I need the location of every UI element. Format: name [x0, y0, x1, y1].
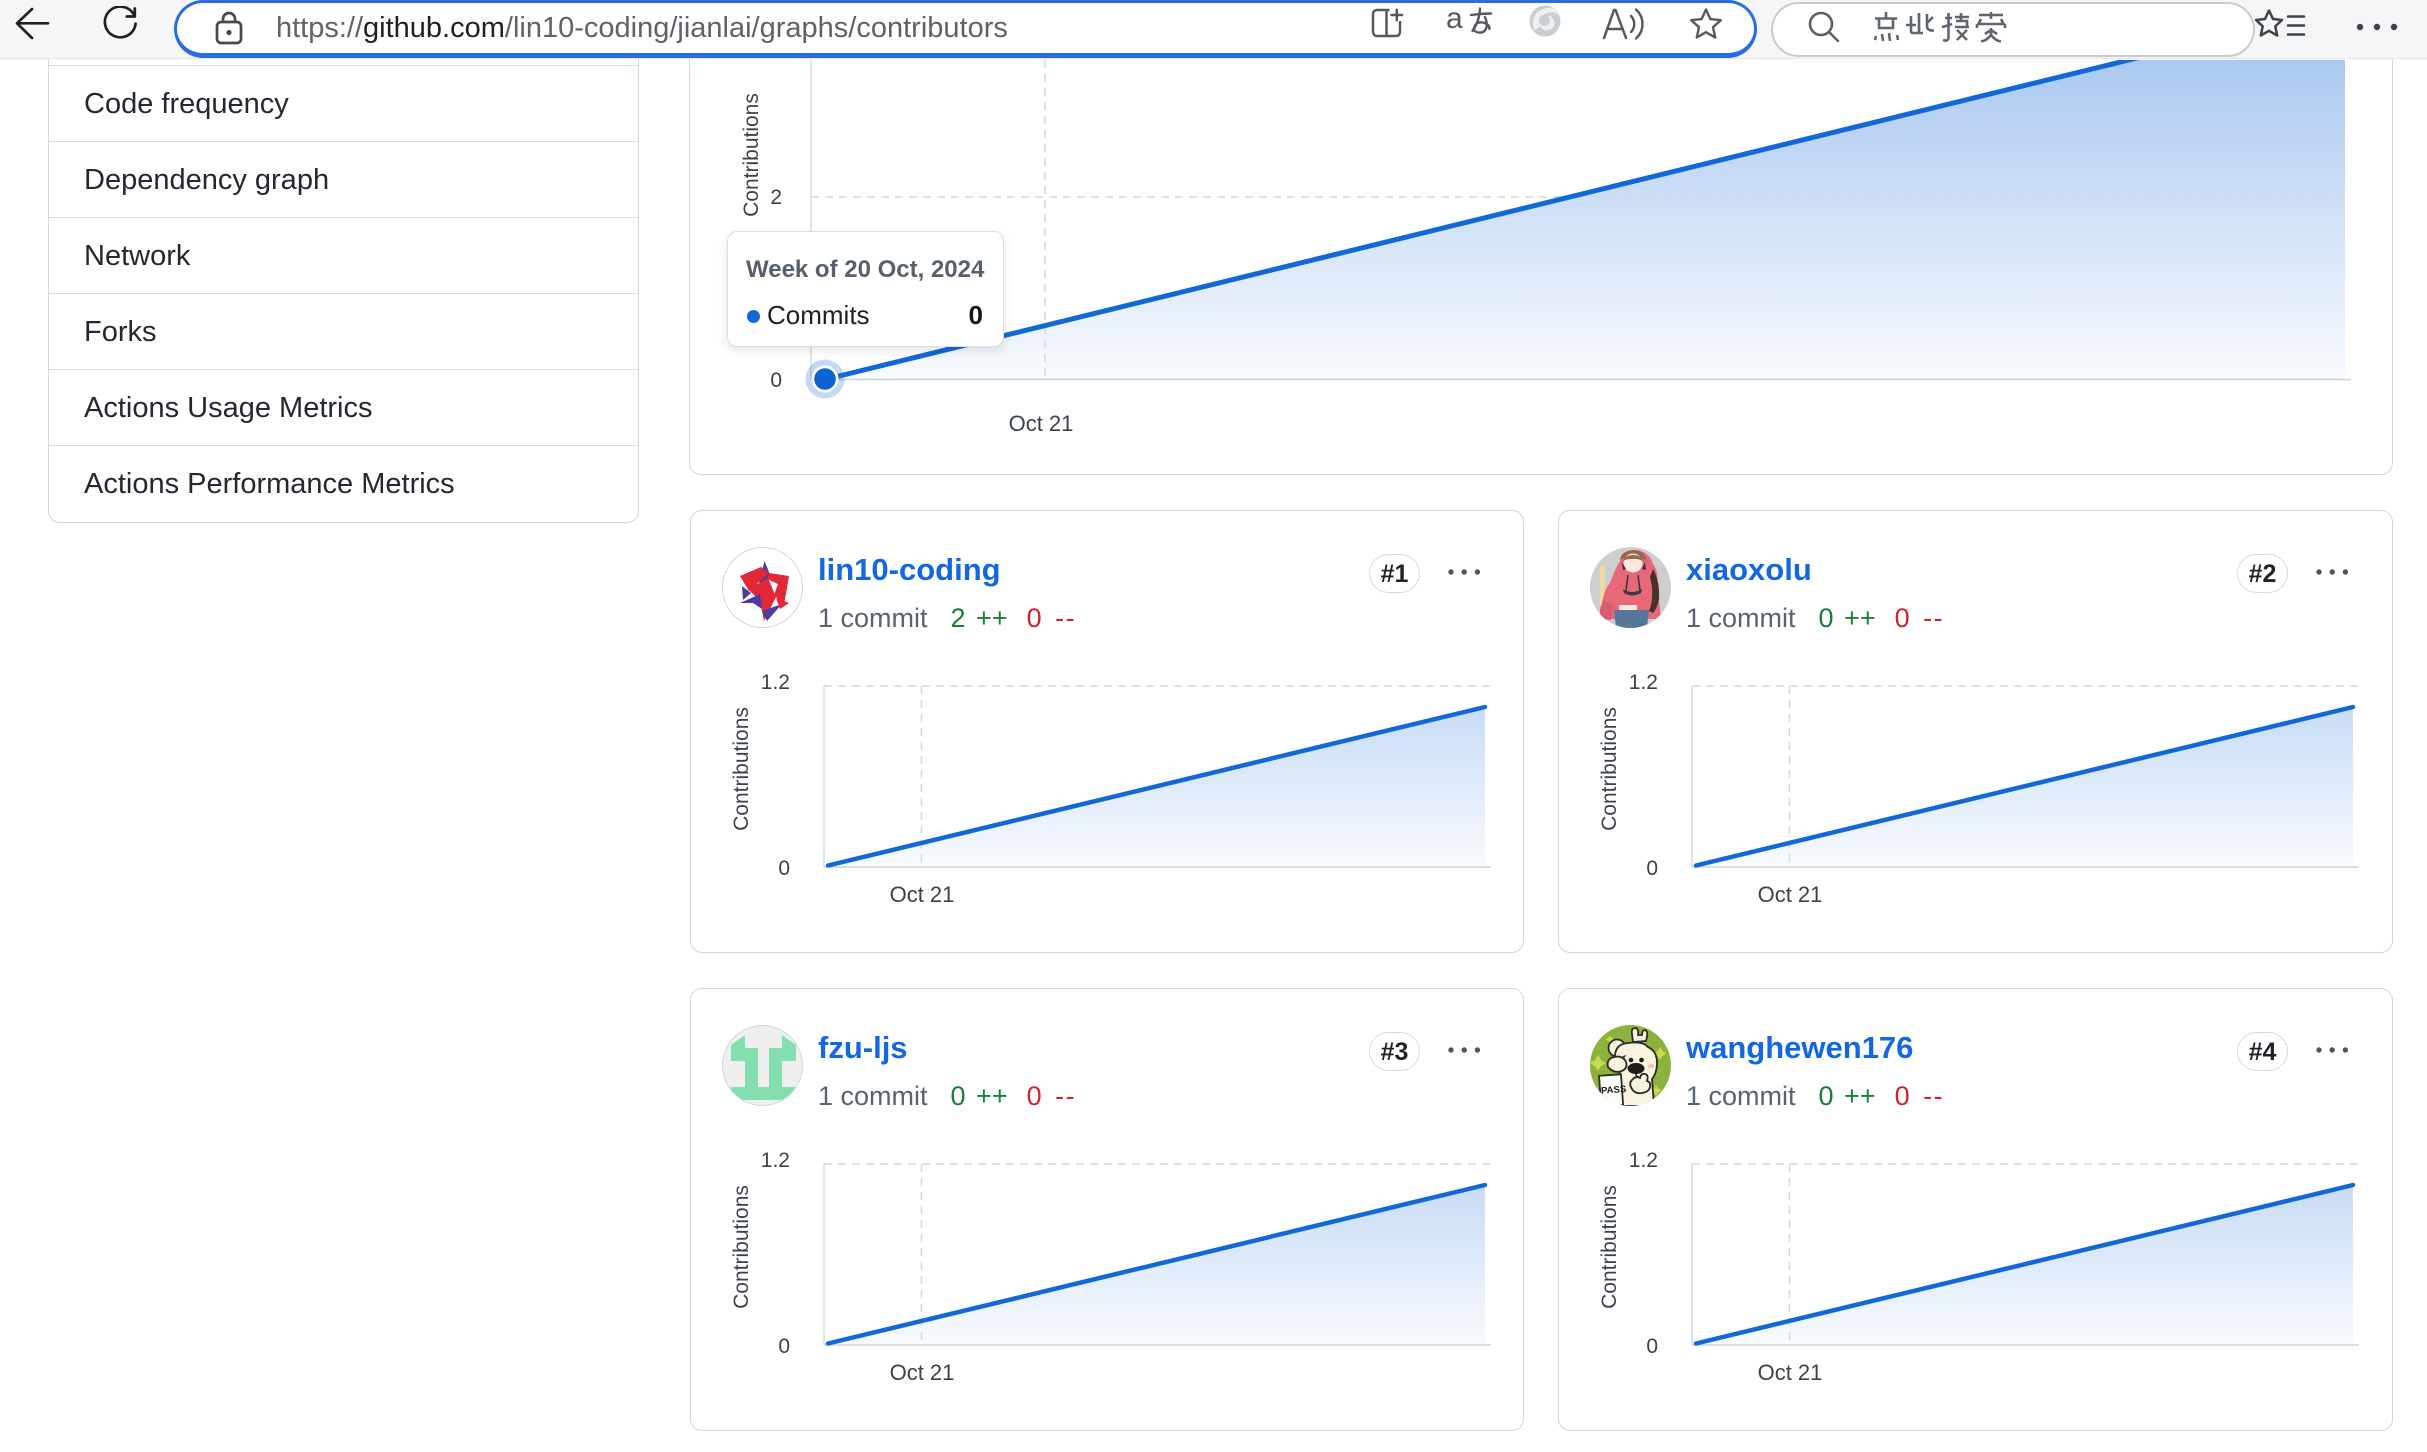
svg-text:Oct 21: Oct 21	[890, 882, 955, 907]
svg-text:2: 2	[770, 186, 782, 209]
svg-text:PASS: PASS	[1601, 1084, 1627, 1097]
svg-text:Contributions: Contributions	[1598, 1185, 1621, 1309]
svg-text:Oct 21: Oct 21	[1758, 1360, 1823, 1385]
svg-text:Contributions: Contributions	[1598, 707, 1621, 831]
svg-text:Oct 21: Oct 21	[1009, 411, 1074, 436]
svg-text:0: 0	[770, 369, 782, 392]
svg-text:1.2: 1.2	[1629, 671, 1658, 694]
svg-text:Contributions: Contributions	[730, 1185, 753, 1309]
svg-text:0: 0	[1646, 1335, 1658, 1358]
svg-text:1.2: 1.2	[761, 671, 790, 694]
svg-text:0: 0	[778, 857, 790, 880]
svg-text:1.2: 1.2	[1629, 1149, 1658, 1172]
svg-text:Contributions: Contributions	[740, 93, 763, 217]
svg-text:0: 0	[778, 1335, 790, 1358]
svg-text:Oct 21: Oct 21	[890, 1360, 955, 1385]
svg-text:0: 0	[1646, 857, 1658, 880]
svg-text:Contributions: Contributions	[730, 707, 753, 831]
svg-text:Oct 21: Oct 21	[1758, 882, 1823, 907]
svg-text:1.2: 1.2	[761, 1149, 790, 1172]
